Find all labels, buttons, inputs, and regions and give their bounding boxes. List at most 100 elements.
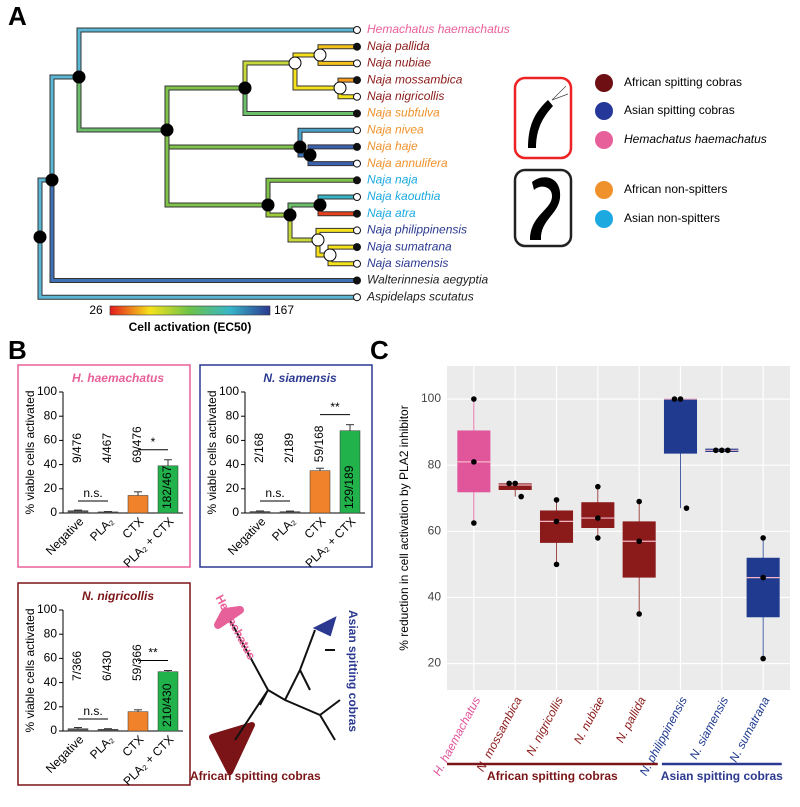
species-label: Naja naja xyxy=(367,172,418,186)
count-label: 2/189 xyxy=(282,433,296,463)
tree-node xyxy=(293,140,307,154)
y-axis-label: % viable cells activated xyxy=(23,390,37,514)
y-tick-label: 0 xyxy=(50,505,57,519)
point xyxy=(760,655,766,662)
species-label: Naja atra xyxy=(367,206,416,220)
point xyxy=(725,447,731,454)
legend-label: Asian spitting cobras xyxy=(624,103,735,117)
point xyxy=(713,447,719,454)
point xyxy=(553,561,560,568)
species-label: Naja nivea xyxy=(367,122,424,136)
tree-node xyxy=(261,198,275,212)
point xyxy=(595,515,601,521)
point xyxy=(553,497,560,503)
x-tick-label: PLA₂ xyxy=(87,732,116,761)
colorbar xyxy=(109,305,271,316)
tree-node xyxy=(238,81,252,95)
leaf-node xyxy=(353,59,361,68)
x-tick-label: Negative xyxy=(43,732,87,776)
species-label: Naja subfulva xyxy=(367,106,440,120)
group-label: Asian spitting cobras xyxy=(661,769,783,783)
tree-node xyxy=(72,70,86,84)
significance-label: n.s. xyxy=(265,486,284,500)
panel-label: C xyxy=(370,335,389,365)
bar xyxy=(97,729,119,732)
leaf-node xyxy=(353,26,361,34)
tree-node xyxy=(33,230,47,244)
y-tick-label: 60 xyxy=(44,651,58,665)
y-tick-label: 80 xyxy=(44,626,58,640)
species-label: Hemachatus haemachatus xyxy=(367,22,510,36)
leaf-node xyxy=(353,109,361,118)
y-tick-label: 60 xyxy=(428,523,442,537)
point xyxy=(553,518,560,525)
point xyxy=(506,480,512,487)
bar xyxy=(127,711,149,732)
leaf-node xyxy=(353,259,361,268)
y-tick-label: 40 xyxy=(44,675,58,689)
point xyxy=(471,459,477,465)
count-label: 9/476 xyxy=(70,433,84,463)
tree-node xyxy=(313,198,327,212)
branch xyxy=(165,86,245,130)
species-label: Aspidelaps scutatus xyxy=(366,289,474,303)
unrooted-label: Asian spitting cobras xyxy=(346,610,360,732)
tree-node xyxy=(288,56,302,70)
species-label: Naja philippinensis xyxy=(367,223,467,237)
tree-node xyxy=(333,81,347,95)
legend-swatch xyxy=(595,74,613,92)
branch xyxy=(38,237,357,299)
y-tick-label: 60 xyxy=(226,433,240,447)
phylogeny: Hemachatus haemachatus Naja pallida Naja n… xyxy=(33,22,510,303)
branch-outline xyxy=(76,77,167,133)
leaf-node xyxy=(353,226,361,235)
significance-label: * xyxy=(151,435,156,449)
count-label: 59/366 xyxy=(130,644,144,681)
count-label: 7/366 xyxy=(70,651,84,681)
x-tick-label: N. pallida xyxy=(613,694,649,745)
colorbar-min: 26 xyxy=(89,303,103,317)
point xyxy=(719,447,725,454)
point xyxy=(518,493,524,500)
y-tick-label: 80 xyxy=(44,408,58,422)
nonspitter-icon xyxy=(530,177,561,240)
leaf-node xyxy=(353,159,361,168)
branch-outline xyxy=(242,60,295,88)
y-tick-label: 80 xyxy=(428,457,442,471)
leaf-node xyxy=(353,176,361,185)
chart-title: N. nigricollis xyxy=(82,589,154,603)
legend-swatch xyxy=(595,181,613,199)
point xyxy=(677,396,684,402)
branch-outline xyxy=(164,130,300,150)
branch xyxy=(77,77,167,132)
leaf-node xyxy=(353,193,361,201)
branch xyxy=(77,28,357,77)
branch xyxy=(243,61,295,88)
charts: H. haemachatus % viable cells activated 0 2… xyxy=(17,364,790,788)
legend-swatch xyxy=(595,210,613,228)
chart-frame xyxy=(199,364,373,568)
species-label: Walterinnesia aegyptia xyxy=(367,273,489,287)
point xyxy=(636,538,642,545)
y-tick-label: 20 xyxy=(44,699,58,713)
tree-node xyxy=(283,208,297,222)
leaf-node xyxy=(353,293,361,302)
species-label: Naja pallida xyxy=(367,39,430,53)
tree-node xyxy=(303,148,317,162)
branch-outline xyxy=(265,177,357,205)
y-tick-label: 20 xyxy=(226,481,240,495)
y-tick-label: 100 xyxy=(37,384,57,398)
species-label: Naja haje xyxy=(367,139,418,153)
plot-background xyxy=(447,366,790,690)
species-label: Naja annulifera xyxy=(367,156,448,170)
count-label: 210/430 xyxy=(160,683,174,727)
x-tick-label: PLA₂ xyxy=(269,514,298,543)
species-label: Naja mossambica xyxy=(367,72,463,86)
y-tick-label: 100 xyxy=(421,391,441,405)
legend-label: African non-spitters xyxy=(624,182,727,196)
legend-swatch xyxy=(595,102,613,120)
count-label: 129/189 xyxy=(342,465,356,509)
y-tick-label: 0 xyxy=(50,723,57,737)
box xyxy=(663,399,698,454)
tree-node xyxy=(160,123,174,137)
